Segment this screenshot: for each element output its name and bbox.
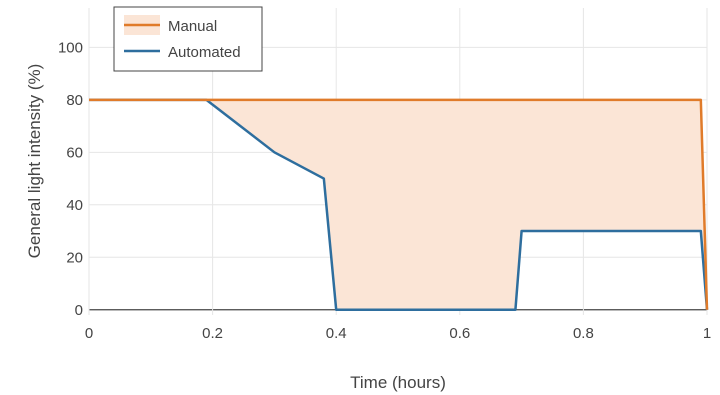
x-tick-label: 0.6	[449, 325, 470, 342]
y-tick-label: 0	[75, 302, 83, 319]
x-tick-label: 0	[85, 325, 93, 342]
area-fill-between	[89, 99, 707, 310]
x-tick-label: 1	[703, 325, 711, 342]
y-axis-title: General light intensity (%)	[25, 64, 44, 259]
legend-label-automated: Automated	[168, 44, 241, 61]
y-tick-label: 40	[66, 197, 83, 214]
y-tick-label: 60	[66, 144, 83, 161]
x-axis-title: Time (hours)	[350, 373, 446, 392]
tick-labels: 0 20 40 60 80 100 0 0.2 0.4 0.6 0.8 1	[58, 39, 711, 342]
legend: Manual Automated	[113, 6, 263, 72]
y-tick-label: 20	[66, 249, 83, 266]
x-tick-label: 0.2	[202, 325, 223, 342]
legend-label-manual: Manual	[168, 18, 217, 35]
series-lines	[89, 98, 709, 312]
series-line-manual	[89, 98, 709, 310]
x-tick-label: 0.4	[326, 325, 347, 342]
series-line-automated	[89, 98, 709, 312]
y-tick-label: 100	[58, 39, 83, 56]
x-tick-label: 0.8	[573, 325, 594, 342]
y-tick-label: 80	[66, 92, 83, 109]
area-fill	[89, 99, 707, 310]
